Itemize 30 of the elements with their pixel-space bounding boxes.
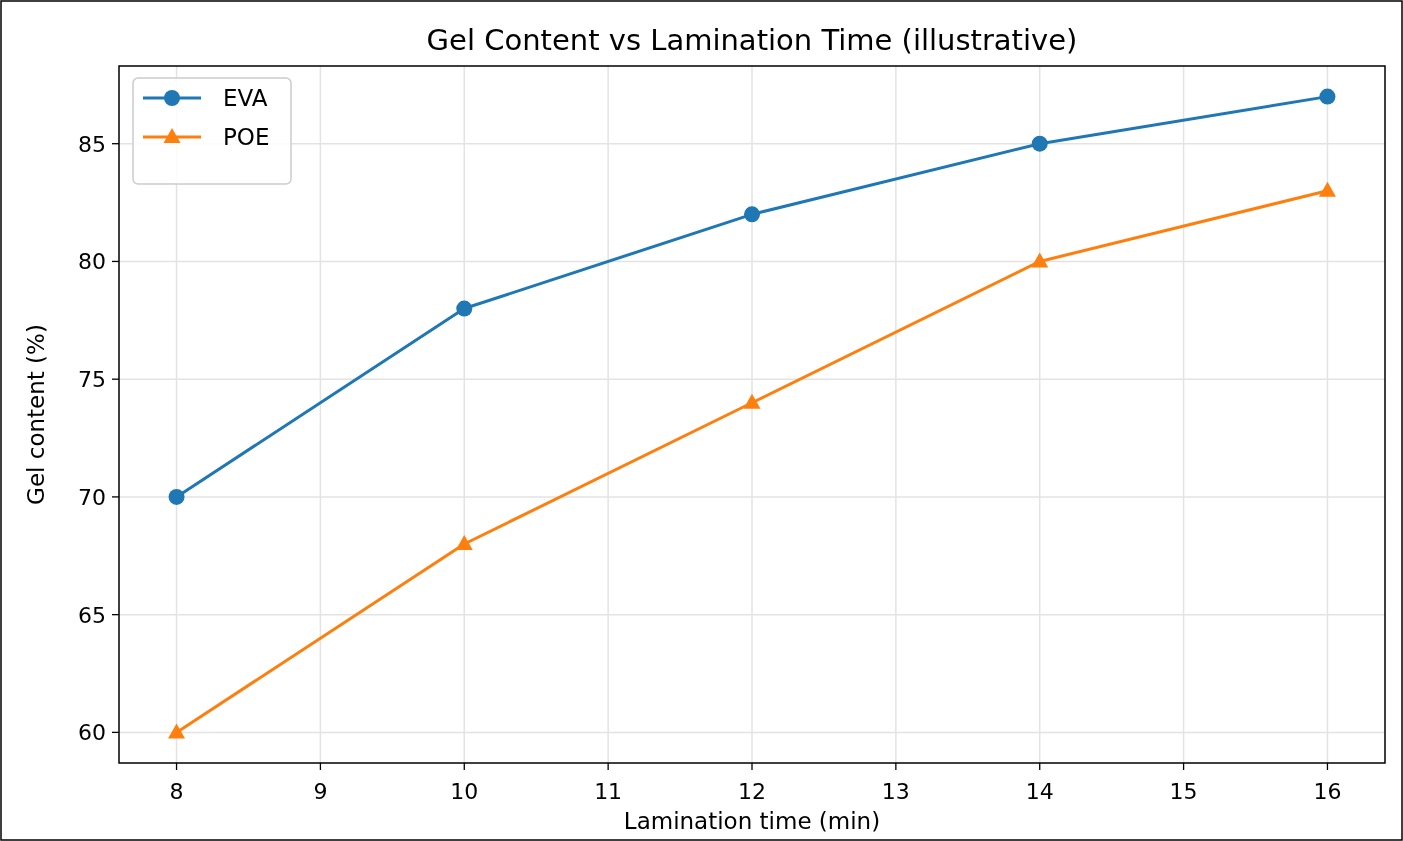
point: [1031, 135, 1048, 152]
chart-title: Gel Content vs Lamination Time (illustrative): [426, 23, 1078, 57]
y-tick-label: 65: [78, 602, 106, 628]
x-tick-label: 10: [450, 779, 479, 804]
y-axis-title: Gel content (%): [23, 324, 49, 505]
y-tick-label: 85: [78, 131, 106, 157]
point: [1318, 181, 1336, 197]
point: [456, 300, 473, 317]
x-tick-label: 13: [881, 779, 910, 804]
x-tick-label: 14: [1025, 779, 1054, 804]
x-tick-label: 16: [1313, 779, 1342, 804]
point: [168, 488, 185, 505]
point: [743, 393, 761, 409]
y-tick-label: 80: [78, 249, 106, 275]
point: [1031, 252, 1049, 268]
x-axis-title: Lamination time (min): [623, 808, 881, 834]
point: [1319, 88, 1336, 105]
x-tick-label: 8: [169, 779, 184, 804]
y-tick-label: 60: [78, 720, 106, 746]
point: [168, 723, 186, 739]
x-tick-label: 9: [313, 779, 328, 804]
x-tick-label: 12: [738, 779, 766, 804]
point: [455, 535, 473, 551]
point: [744, 206, 760, 223]
y-tick-label: 70: [78, 484, 106, 510]
x-tick-label: 11: [594, 779, 623, 804]
legend-label: POE: [223, 124, 270, 150]
legend-label: EVA: [223, 85, 268, 111]
y-tick-label: 75: [78, 367, 106, 393]
x-tick-label: 15: [1169, 779, 1198, 804]
